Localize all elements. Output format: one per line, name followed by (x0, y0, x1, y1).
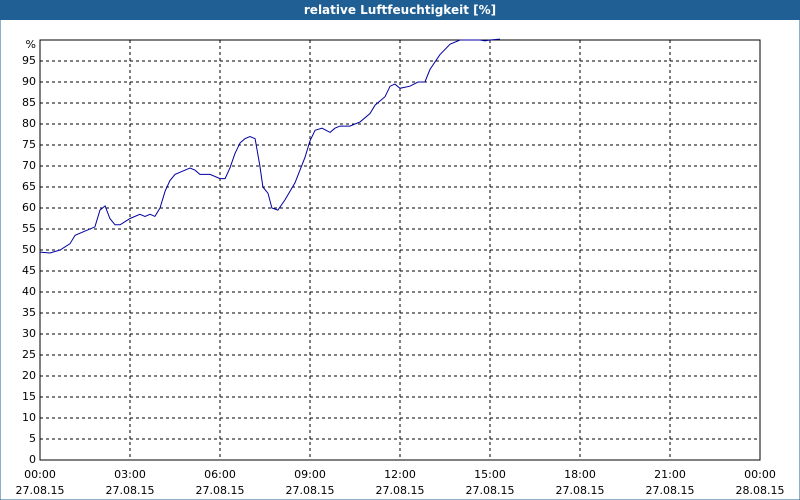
x-tick-date: 28.08.15 (736, 484, 785, 497)
x-tick-date: 27.08.15 (106, 484, 155, 497)
x-tick-label: 00:00 (744, 468, 776, 481)
y-tick-label: 90 (22, 75, 36, 88)
y-tick-label: 5 (29, 432, 36, 445)
y-tick-label: 55 (22, 222, 36, 235)
x-tick-label: 00:00 (24, 468, 56, 481)
x-tick-label: 15:00 (474, 468, 506, 481)
y-tick-label: 85 (22, 96, 36, 109)
y-tick-label: 60 (22, 201, 36, 214)
chart-title: relative Luftfeuchtigkeit [%] (304, 3, 496, 17)
title-bar (0, 0, 800, 20)
y-tick-label: 65 (22, 180, 36, 193)
x-tick-label: 21:00 (654, 468, 686, 481)
x-tick-date: 27.08.15 (196, 484, 245, 497)
y-tick-label: 0 (29, 453, 36, 466)
y-tick-label: 15 (22, 390, 36, 403)
x-tick-label: 03:00 (114, 468, 146, 481)
x-tick-date: 27.08.15 (556, 484, 605, 497)
x-tick-label: 18:00 (564, 468, 596, 481)
y-tick-label: 40 (22, 285, 36, 298)
y-tick-label: 20 (22, 369, 36, 382)
y-tick-label: 80 (22, 117, 36, 130)
y-tick-label: 75 (22, 138, 36, 151)
y-tick-label: 30 (22, 327, 36, 340)
x-tick-date: 27.08.15 (646, 484, 695, 497)
x-tick-date: 27.08.15 (286, 484, 335, 497)
y-tick-label: 45 (22, 264, 36, 277)
y-tick-label: 25 (22, 348, 36, 361)
x-tick-label: 12:00 (384, 468, 416, 481)
x-tick-label: 06:00 (204, 468, 236, 481)
y-tick-label: 95 (22, 54, 36, 67)
x-tick-label: 09:00 (294, 468, 326, 481)
y-tick-label: 50 (22, 243, 36, 256)
y-tick-label: 35 (22, 306, 36, 319)
x-tick-date: 27.08.15 (466, 484, 515, 497)
x-tick-date: 27.08.15 (16, 484, 65, 497)
x-tick-date: 27.08.15 (376, 484, 425, 497)
y-tick-label: 70 (22, 159, 36, 172)
y-tick-label: 10 (22, 411, 36, 424)
line (39, 38, 500, 254)
y-tick-label: % (26, 38, 36, 51)
